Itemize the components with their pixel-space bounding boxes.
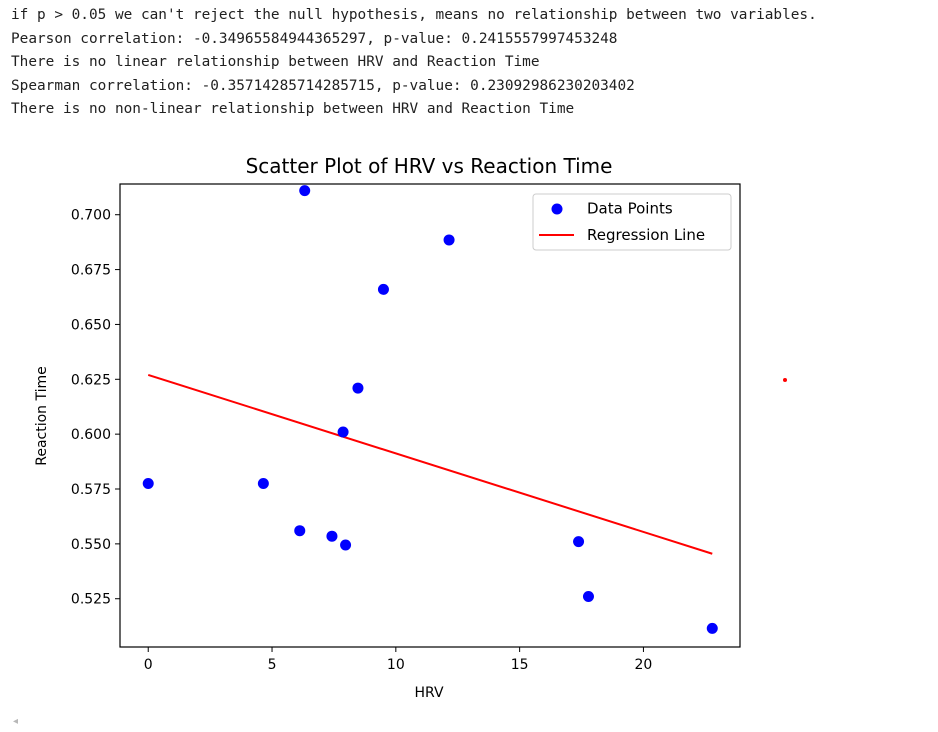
y-tick-label: 0.650 [71,317,111,333]
legend: Data Points Regression Line [532,193,732,251]
data-point-3 [294,525,306,537]
x-tick-label: 15 [511,657,529,673]
cell-output-text: if p > 0.05 we can't reject the null hyp… [11,4,817,122]
output-line-hypothesis-note: if p > 0.05 we can't reject the null hyp… [11,7,817,23]
y-tick-label: 0.550 [71,537,111,553]
plot-frame [119,183,741,648]
output-line-nonlinear-conclusion: There is no non-linear relationship betw… [11,101,575,118]
legend-label-data-points: Data Points [587,200,673,218]
output-line-linear-conclusion: There is no linear relationship between … [11,54,540,71]
x-tick-label: 0 [144,657,153,673]
plot-area [142,185,718,634]
y-tick-label: 0.625 [71,372,111,388]
stray-marker-dot [783,378,787,382]
data-point-6 [337,426,349,438]
data-point-4 [299,185,311,197]
data-point-13 [706,622,718,634]
regression-line [147,373,713,555]
y-axis-label: Reaction Time [34,366,50,466]
axes: 0 5 10 15 20 0.525 0.550 0.575 0.600 0.625 0.650 0.… [71,208,652,673]
data-point-2 [257,478,269,490]
data-point-9 [377,283,389,295]
legend-label-regression: Regression Line [587,226,705,244]
data-point-8 [352,382,364,394]
x-tick-label: 20 [635,657,653,673]
data-point-10 [443,234,455,246]
y-tick-label: 0.525 [71,592,111,608]
x-tick-label: 10 [387,657,405,673]
data-point-12 [582,591,594,603]
output-line-pearson: Pearson correlation: -0.3496558494436529… [11,30,618,47]
y-tick-label: 0.600 [71,427,111,443]
scatter-chart: Scatter Plot of HRV vs Reaction Time 0 5 1… [34,154,787,701]
y-tick-label: 0.675 [71,263,111,279]
legend-marker-data-points [551,203,563,215]
data-point-11 [573,536,585,548]
y-tick-label: 0.575 [71,482,111,498]
data-point-1 [142,478,154,490]
data-point-7 [340,539,352,551]
x-tick-label: 5 [268,657,277,673]
data-point-5 [326,530,338,542]
y-tick-label: 0.700 [71,208,111,224]
chart-title: Scatter Plot of HRV vs Reaction Time [246,154,613,178]
x-axis-label: HRV [414,685,443,701]
scroll-left-icon[interactable]: ◂ [13,716,19,727]
legend-box [532,193,732,251]
output-line-spearman: Spearman correlation: -0.357142857142857… [11,77,635,94]
